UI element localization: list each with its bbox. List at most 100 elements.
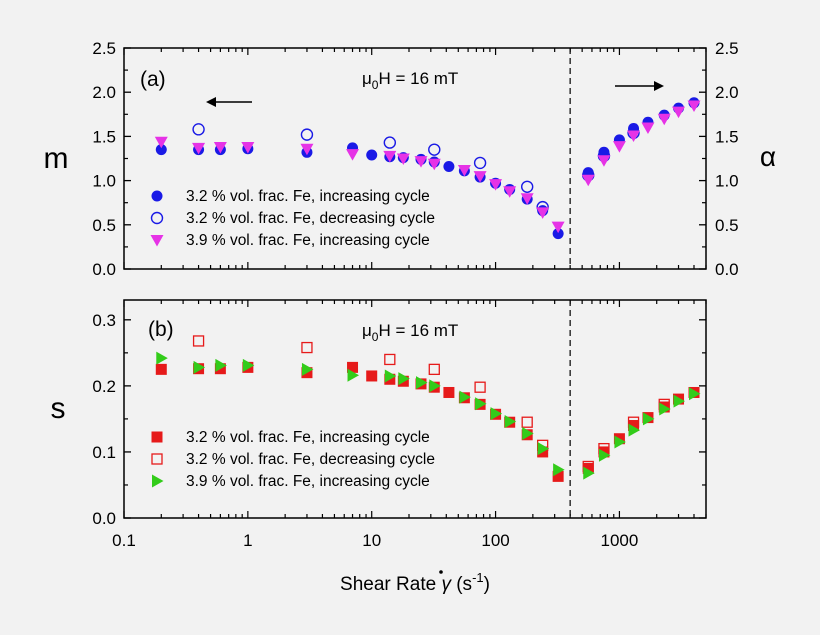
y-tick-label: 0.1 [92, 443, 116, 462]
data-point-series-2 [192, 123, 205, 136]
data-point-series-1 [598, 146, 610, 158]
x-axis-label-unit-exp: -1 [472, 570, 484, 585]
data-point-series-3 [300, 143, 314, 156]
panel-a-annotation-mu: μ [362, 69, 372, 88]
x-axis-label-unit-close: ) [484, 574, 490, 595]
data-point-series-1 [443, 386, 455, 398]
y-tick-label-right: 1.5 [715, 127, 739, 146]
data-point-series-3 [384, 369, 397, 383]
y-tick-label: 1.5 [92, 127, 116, 146]
data-point-series-3 [641, 122, 655, 135]
panel-a-y-ticks: 0.0 0.0 0.5 0.5 1.0 1.0 1.5 1.5 2.0 2.0 2.5 2.5 [92, 39, 738, 279]
y-tick-label-right: 0.0 [715, 260, 739, 279]
data-point-series-3 [612, 141, 626, 153]
panel-b-annotation: μ0H = 16 mT [362, 321, 458, 344]
left-arrow-icon [206, 97, 252, 107]
data-point-series-2 [521, 416, 533, 428]
data-point-series-3 [672, 106, 686, 119]
x-axis-label-unit-open: (s [456, 574, 472, 595]
x-tick-label: 1 [243, 531, 252, 550]
data-point-series-3 [427, 158, 441, 171]
legend-marker-2 [150, 211, 164, 225]
y-tick-label: 1.0 [92, 172, 116, 191]
data-point-series-1 [155, 363, 167, 375]
panel-b-data-points [155, 335, 701, 482]
panel-a-legend: 3.2 % vol. frac. Fe, increasing cycle 3.2… [150, 188, 435, 249]
legend-label-3: 3.9 % vol. frac. Fe, increasing cycle [186, 232, 430, 249]
legend-marker-2 [151, 453, 163, 465]
y-tick-label: 0.0 [92, 260, 116, 279]
legend-marker-1 [151, 431, 163, 443]
data-point-series-3 [213, 142, 227, 154]
data-point-series-3 [504, 415, 517, 429]
panel-a-y-label: m [44, 142, 69, 175]
data-point-series-1 [552, 470, 564, 482]
panel-b-y-ticks: 0.0 0.1 0.2 0.3 [92, 311, 706, 528]
legend-label-3: 3.9 % vol. frac. Fe, increasing cycle [186, 473, 430, 490]
right-arrow-icon [615, 81, 664, 91]
panel-a-y-label-right: α [760, 141, 776, 172]
x-tick-label: 1000 [601, 531, 639, 550]
data-point-series-3 [520, 193, 534, 205]
data-point-series-2 [383, 136, 397, 149]
panel-b-label: (b) [148, 318, 174, 341]
data-point-series-3 [673, 394, 686, 408]
data-point-series-3 [416, 376, 428, 390]
data-point-series-1 [366, 370, 378, 382]
data-point-series-2 [192, 335, 205, 347]
data-point-series-3 [489, 179, 503, 191]
legend-marker-3 [152, 474, 164, 488]
x-tick-label: 100 [481, 531, 509, 550]
legend-label-2: 3.2 % vol. frac. Fe, decreasing cycle [186, 451, 435, 468]
x-axis-label-text: Shear Rate [340, 574, 436, 595]
data-point-series-3 [553, 463, 565, 477]
panel-a-label: (a) [140, 68, 166, 91]
y-tick-label-right: 1.0 [715, 172, 739, 191]
data-point-series-1 [628, 420, 640, 432]
data-point-series-3 [503, 186, 517, 198]
panel-b-annotation-main: H = 16 mT [378, 321, 458, 340]
panel-b-annotation-sub: 0 [372, 330, 379, 344]
y-tick-label: 0.0 [92, 509, 116, 528]
data-point-series-3 [597, 155, 611, 167]
data-point-series-3 [346, 149, 360, 161]
y-tick-label-right: 2.0 [715, 83, 739, 102]
data-point-series-3 [154, 136, 168, 149]
data-point-series-2 [474, 381, 486, 393]
y-tick-label: 2.5 [92, 39, 116, 58]
x-axis-tick-labels: 0.1 1 10 100 1000 [112, 531, 638, 550]
data-point-series-3 [383, 150, 397, 163]
data-point-series-2 [384, 353, 396, 366]
data-point-series-2 [520, 180, 534, 193]
data-point-series-3 [215, 358, 227, 372]
data-point-series-3 [301, 362, 314, 376]
data-point-series-3 [583, 466, 595, 480]
x-tick-label: 0.1 [112, 531, 136, 550]
panel-a-annotation-sub: 0 [372, 78, 379, 92]
data-point-series-1 [366, 149, 378, 161]
data-point-series-1 [347, 361, 359, 373]
data-point-series-2 [428, 143, 441, 156]
y-tick-label: 0.2 [92, 377, 116, 396]
data-point-series-3 [537, 442, 550, 456]
y-tick-label-right: 2.5 [715, 39, 739, 58]
panel-a-x-ticks [123, 48, 707, 269]
data-point-series-3 [347, 368, 360, 382]
y-tick-label-right: 0.5 [715, 216, 739, 235]
y-tick-label: 0.3 [92, 311, 116, 330]
data-point-series-3 [536, 207, 550, 219]
panel-b-legend: 3.2 % vol. frac. Fe, increasing cycle 3.2… [151, 429, 435, 490]
panel-b: 0.0 0.1 0.2 0.3 (b) μ0H = 16 mT 3.2 % vol. … [51, 299, 707, 528]
panel-b-frame [123, 299, 707, 519]
data-point-series-2 [300, 128, 314, 141]
data-point-series-1 [155, 144, 167, 156]
legend-label-2: 3.2 % vol. frac. Fe, decreasing cycle [186, 210, 435, 227]
data-point-series-3 [414, 156, 428, 168]
data-point-series-1 [443, 160, 455, 172]
panel-a-annotation-main: H = 16 mT [378, 69, 458, 88]
data-point-series-3 [473, 171, 487, 183]
data-point-series-3 [659, 402, 671, 416]
panel-b-x-ticks [123, 300, 707, 518]
legend-marker-3 [150, 235, 164, 247]
